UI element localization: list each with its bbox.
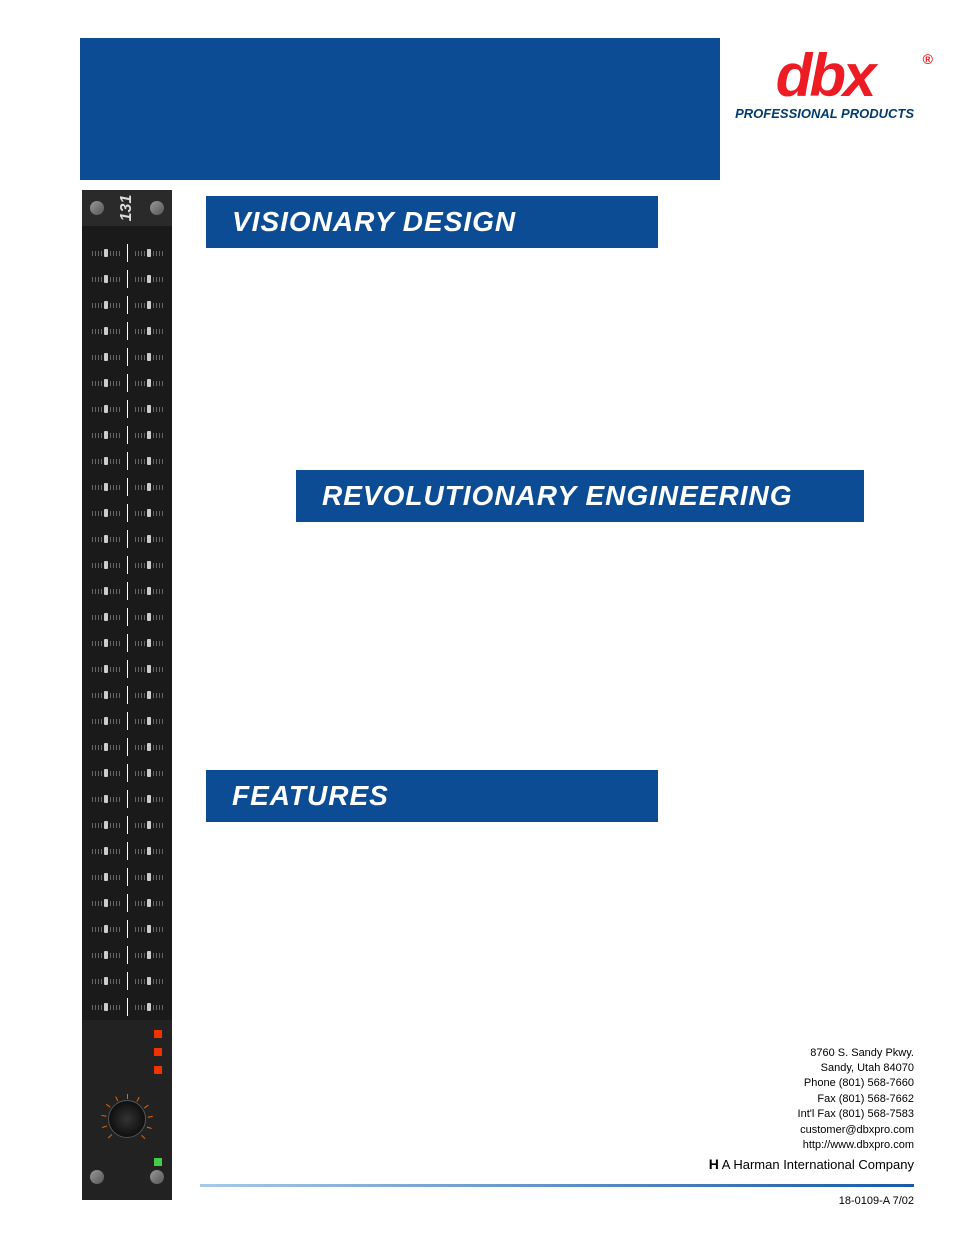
slider-row (82, 526, 172, 552)
slider-row (82, 916, 172, 942)
intl-fax-line: Int'l Fax (801) 568-7583 (709, 1107, 914, 1122)
slider-row (82, 734, 172, 760)
slider-row (82, 812, 172, 838)
led-icon (154, 1030, 162, 1038)
section-heading-visionary: VISIONARY DESIGN (206, 196, 658, 248)
slider-row (82, 968, 172, 994)
led-icon (154, 1048, 162, 1056)
section-heading-features: FEATURES (206, 770, 658, 822)
slider-row (82, 318, 172, 344)
screw-icon (150, 1170, 164, 1184)
screw-icon (90, 201, 104, 215)
slider-row (82, 552, 172, 578)
email-line: customer@dbxpro.com (709, 1123, 914, 1138)
slider-row (82, 344, 172, 370)
footer-rule (200, 1184, 914, 1187)
slider-row (82, 474, 172, 500)
led-icon (154, 1158, 162, 1166)
slider-row (82, 630, 172, 656)
url-line: http://www.dbxpro.com (709, 1138, 914, 1153)
device-model: 131 (118, 195, 136, 222)
addr-line: 8760 S. Sandy Pkwy. (709, 1046, 914, 1061)
slider-row (82, 890, 172, 916)
brand-logo: dbx PROFESSIONAL PRODUCTS (735, 52, 914, 121)
slider-row (82, 240, 172, 266)
device-footer (82, 1020, 172, 1200)
slider-row (82, 656, 172, 682)
screw-icon (150, 201, 164, 215)
doc-code: 18-0109-A 7/02 (839, 1195, 914, 1207)
logo-text: dbx (735, 52, 914, 100)
slider-row (82, 370, 172, 396)
slider-row (82, 682, 172, 708)
phone-line: Phone (801) 568-7660 (709, 1076, 914, 1091)
contact-block: 8760 S. Sandy Pkwy. Sandy, Utah 84070 Ph… (709, 1046, 914, 1175)
slider-row (82, 994, 172, 1020)
device-image: 131 (82, 190, 172, 1200)
slider-row (82, 422, 172, 448)
section-heading-engineering: REVOLUTIONARY ENGINEERING (296, 470, 864, 522)
slider-row (82, 396, 172, 422)
slider-row (82, 578, 172, 604)
slider-row (82, 838, 172, 864)
harman-text: A Harman International Company (722, 1157, 914, 1172)
harman-line: H A Harman International Company (709, 1155, 914, 1175)
header-banner (80, 38, 720, 180)
slider-row (82, 266, 172, 292)
screw-icon (90, 1170, 104, 1184)
slider-row (82, 604, 172, 630)
slider-row (82, 292, 172, 318)
slider-row (82, 708, 172, 734)
addr-line: Sandy, Utah 84070 (709, 1061, 914, 1076)
slider-row (82, 448, 172, 474)
slider-row (82, 864, 172, 890)
slider-bank (82, 240, 172, 1046)
slider-row (82, 500, 172, 526)
slider-row (82, 760, 172, 786)
led-icon (154, 1066, 162, 1074)
device-header: 131 (82, 190, 172, 226)
slider-row (82, 786, 172, 812)
fax-line: Fax (801) 568-7662 (709, 1092, 914, 1107)
gain-knob (108, 1100, 146, 1138)
slider-row (82, 942, 172, 968)
